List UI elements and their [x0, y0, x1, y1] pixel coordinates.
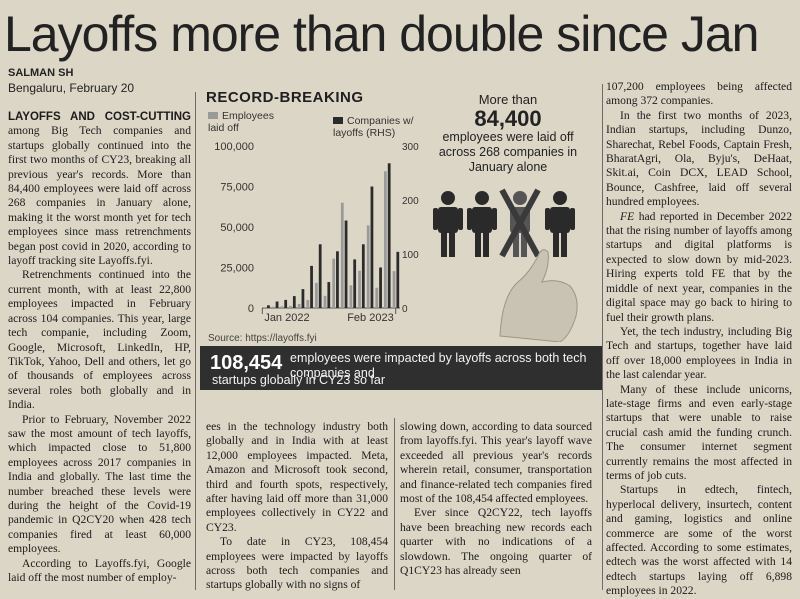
person-icon: [433, 191, 463, 257]
chart-source: Source: https://layoffs.fyi: [208, 333, 317, 344]
bar-companies: [275, 301, 279, 308]
person-icon: [545, 191, 575, 257]
paragraph: Retrenchments continued into the current…: [8, 268, 191, 412]
people-illustration: [433, 188, 578, 342]
bar-employees: [289, 305, 292, 308]
legend-employees: Employees laid off: [208, 110, 288, 134]
bar-employees: [375, 287, 379, 308]
layoffs-chart: 0 25,000 50,000 75,000 100,000 0 100 200 300 Jan …: [214, 141, 419, 324]
bar-companies: [336, 251, 339, 308]
paragraph: LAYOFFS AND COST-CUTTING among Big Tech …: [8, 110, 191, 268]
bar-companies: [387, 163, 391, 308]
chart-title: RECORD-BREAKING: [206, 89, 364, 106]
paragraph: FE had reported in December 2022 that th…: [606, 210, 792, 325]
bar-employees: [340, 202, 344, 308]
x-axis-tick-label: Jan 2022: [264, 312, 309, 324]
paragraph: Startups in edtech, fintech, hyperlocal …: [606, 483, 792, 598]
bar-employees: [280, 306, 284, 308]
callout-number: 84,400: [474, 106, 542, 131]
bar-companies: [370, 186, 374, 308]
paragraph: Yet, the tech industry, including Big Te…: [606, 324, 792, 382]
paragraph: Ever since Q2CY22, tech layoffs have bee…: [400, 506, 592, 578]
right-axis-tick-label: 0: [402, 304, 408, 315]
article-column-2: ees in the technology industry both glob…: [206, 420, 388, 593]
bar-employees: [392, 271, 396, 308]
bar-employees: [332, 258, 336, 308]
paragraph-text: had reported in December 2022 that the r…: [606, 209, 792, 324]
bar-employees: [384, 171, 387, 308]
bar-employees: [306, 299, 310, 308]
legend-companies: Companies w/ layoffs (RHS): [333, 115, 423, 139]
legend-label: Companies w/ layoffs (RHS): [333, 115, 414, 139]
paragraph: ees in the technology industry both glob…: [206, 420, 388, 534]
bar-companies: [318, 244, 322, 308]
paragraph: Many of these include unicorns, late-sta…: [606, 382, 792, 482]
paragraph: According to Layoffs.fyi, Google laid of…: [8, 556, 191, 584]
publication-name: FE: [620, 209, 635, 223]
callout-caption: employees were laid off across 268 compa…: [438, 130, 578, 174]
column-rule: [602, 84, 603, 590]
headline: Layoffs more than double since Jan: [4, 6, 759, 62]
bar-companies: [267, 305, 270, 308]
bar-employees: [297, 303, 301, 308]
paragraph-text: among Big Tech companies and startups gl…: [8, 124, 191, 268]
paragraph: slowing down, according to data sourced …: [400, 420, 592, 506]
bar-employees: [366, 225, 370, 308]
legend-label: Employees laid off: [208, 110, 274, 134]
paragraph: In the first two months of 2023, Indian …: [606, 108, 792, 209]
bar-companies: [327, 282, 331, 308]
crossed-person-icon: [499, 188, 541, 258]
bar-employees: [349, 285, 353, 308]
left-axis-tick-label: 50,000: [220, 222, 254, 234]
paragraph: Prior to February, November 2022 saw the…: [8, 412, 191, 556]
legend-swatch-companies: [333, 117, 343, 124]
highlight-banner: 108,454 employees were impacted by layof…: [200, 346, 602, 390]
bar-companies: [379, 267, 382, 308]
x-axis-tick-label: Feb 2023: [347, 312, 393, 324]
bar-employees: [358, 270, 361, 308]
left-axis-tick-label: 25,000: [220, 263, 254, 275]
legend-swatch-employees: [208, 112, 218, 119]
lead-caps: LAYOFFS AND COST-CUTTING: [8, 111, 191, 123]
article-column-3: slowing down, according to data sourced …: [400, 420, 592, 578]
banner-text: employees were impacted by layoffs acros…: [290, 351, 587, 380]
bar-employees: [323, 295, 327, 308]
article-column-1: LAYOFFS AND COST-CUTTING among Big Tech …: [8, 110, 191, 585]
bar-companies: [284, 299, 288, 308]
right-axis-tick-label: 100: [402, 250, 419, 261]
banner-text-continued: startups globally in CY23 so far: [212, 373, 386, 387]
article-column-4: 107,200 employees being affected among 3…: [606, 80, 792, 599]
hand-icon: [499, 249, 578, 342]
banner-number: 108,454: [210, 352, 283, 374]
person-icon: [467, 191, 497, 257]
bar-employees: [271, 306, 275, 308]
bar-companies: [396, 251, 400, 308]
paragraph: To date in CY23, 108,454 employees were …: [206, 535, 388, 592]
bar-companies: [292, 296, 296, 308]
right-axis-tick-label: 200: [402, 196, 419, 207]
right-axis-tick-label: 300: [402, 142, 419, 153]
callout-more-than: More than: [478, 92, 538, 107]
column-rule: [195, 92, 196, 590]
column-rule: [394, 418, 395, 590]
left-axis-tick-label: 0: [248, 303, 254, 315]
bar-companies: [344, 220, 348, 308]
left-axis-tick-label: 100,000: [214, 141, 254, 153]
left-axis-tick-label: 75,000: [220, 182, 254, 194]
bar-companies: [353, 259, 357, 308]
paragraph: 107,200 employees being affected among 3…: [606, 80, 792, 108]
bar-companies: [301, 289, 305, 308]
bar-employees: [315, 282, 318, 308]
bar-employees: [263, 307, 267, 308]
byline-author: SALMAN SH: [8, 67, 74, 79]
bar-companies: [310, 265, 313, 308]
dateline: Bengaluru, February 20: [8, 81, 135, 95]
bar-companies: [361, 244, 365, 308]
